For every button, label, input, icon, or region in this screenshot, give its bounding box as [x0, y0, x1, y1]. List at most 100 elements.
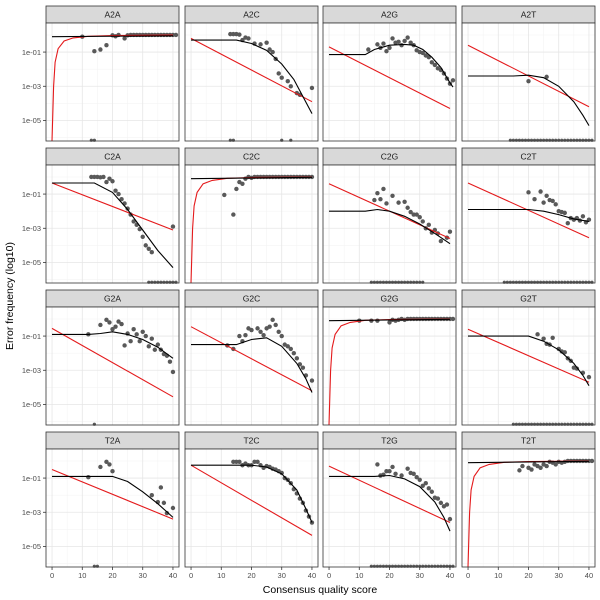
data-point [414, 475, 419, 480]
data-point [107, 176, 112, 181]
data-point [107, 320, 112, 325]
data-point [390, 193, 395, 198]
data-point [237, 32, 242, 37]
data-point [420, 483, 425, 488]
data-point [270, 317, 275, 323]
data-point [538, 189, 543, 194]
data-point [520, 463, 525, 469]
data-point [116, 191, 121, 197]
fitted-error-line [52, 182, 174, 268]
data-point [426, 222, 431, 228]
panel-grid [323, 23, 456, 141]
panel-t2g: T2G 0 10 20 30 40 [322, 431, 457, 580]
data-point [414, 212, 419, 217]
strip-label: C2G [381, 151, 398, 161]
data-point [387, 45, 392, 50]
strip-label: T2A [105, 435, 121, 445]
fitted-error-line [328, 318, 451, 322]
data-point [140, 234, 145, 240]
data-point [98, 464, 103, 470]
data-point [291, 350, 297, 356]
data-point [146, 344, 151, 349]
panel-points [369, 462, 455, 568]
data-point [279, 75, 284, 80]
fitted-error-line [52, 475, 174, 518]
data-point [544, 74, 549, 80]
data-point [384, 469, 389, 474]
data-point [146, 246, 151, 251]
data-point [131, 219, 136, 224]
nominal-error-line [190, 326, 313, 392]
nominal-error-line [51, 182, 174, 231]
panel-border [45, 306, 180, 426]
panel-t2c: T2C 0 10 20 30 40 [184, 431, 319, 580]
data-point [249, 327, 254, 333]
panel-grid [46, 165, 179, 283]
data-point [267, 47, 272, 52]
data-point [387, 469, 392, 474]
data-point [152, 347, 158, 352]
facet-panels: A2A 1e-01 1e-03 1e-05 A2C A2G A2T C2A 1e-01 1e-03… [22, 5, 596, 580]
panel-g2t: G2T [461, 289, 596, 426]
nominal-error-line [51, 468, 174, 520]
data-point [562, 210, 567, 216]
data-point [550, 198, 555, 204]
data-point [444, 502, 450, 507]
fitted-error-line [190, 176, 313, 180]
data-point [173, 32, 179, 38]
data-point [258, 42, 263, 47]
data-point [544, 463, 549, 469]
panel-c2t: C2T [461, 147, 596, 284]
data-point [541, 200, 546, 205]
panel-grid [46, 449, 179, 567]
fitted-error-line [191, 464, 313, 523]
data-point [101, 174, 106, 180]
panel-border [461, 22, 596, 142]
x-tick-label: 20 [524, 571, 532, 580]
data-point [447, 516, 453, 522]
y-tick-label: 1e-05 [22, 258, 41, 267]
panel-grid [46, 307, 179, 425]
panel-points [86, 459, 176, 568]
data-point [378, 197, 383, 202]
panel-grid [185, 449, 318, 567]
data-point [366, 47, 371, 52]
x-tick-label: 40 [169, 571, 177, 580]
data-point [279, 333, 284, 339]
data-point [246, 36, 251, 41]
strip-label: A2C [243, 9, 260, 19]
data-point [261, 333, 266, 338]
data-point [255, 326, 260, 331]
panel-border [322, 22, 457, 142]
data-point [432, 62, 438, 68]
data-point [390, 464, 395, 470]
panel-a2t: A2T [461, 5, 596, 142]
panel-grid [323, 165, 456, 283]
strip-label: T2G [381, 435, 398, 445]
data-point [396, 200, 401, 205]
fitted-error-line [329, 474, 451, 532]
panel-border [461, 306, 596, 426]
panel-c2c: C2C [184, 147, 319, 284]
data-point [309, 520, 315, 525]
data-point [553, 202, 558, 207]
x-tick-label: 30 [139, 571, 147, 580]
data-point [104, 459, 109, 465]
x-tick-label: 30 [555, 571, 563, 580]
fitted-error-line [191, 39, 313, 114]
data-point [435, 496, 441, 501]
data-point [89, 174, 94, 180]
strip-label: G2G [381, 293, 399, 303]
data-point [544, 193, 549, 198]
x-tick-label: 10 [217, 571, 225, 580]
data-point [110, 469, 115, 474]
data-point [294, 356, 300, 361]
panel-grid [323, 449, 456, 567]
panel-t2a: T2A 1e-01 1e-03 1e-05 0 10 20 30 40 [22, 431, 180, 580]
x-tick-label: 40 [308, 571, 316, 580]
panel-g2g: G2G [322, 289, 457, 426]
data-point [381, 41, 386, 46]
data-point [411, 471, 416, 476]
y-tick-label: 1e-01 [22, 48, 41, 57]
